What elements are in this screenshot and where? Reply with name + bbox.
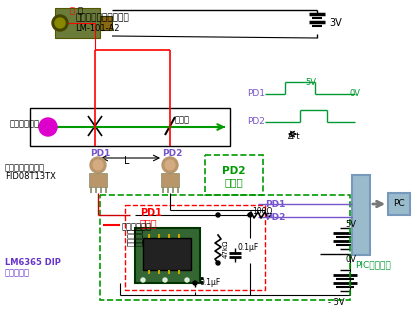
Text: ハーフミラー: ハーフミラー — [10, 119, 40, 128]
Text: PD1: PD1 — [247, 89, 265, 99]
Text: 0.1μF: 0.1μF — [238, 243, 259, 252]
Text: アンプ: アンプ — [225, 177, 243, 187]
Text: FID08T13TX: FID08T13TX — [5, 172, 56, 181]
Text: - 5V: - 5V — [328, 298, 345, 307]
Circle shape — [162, 157, 178, 173]
Text: PD1: PD1 — [140, 208, 162, 218]
Text: ミラー: ミラー — [175, 115, 190, 124]
Bar — [89, 173, 107, 187]
Text: 白: 白 — [78, 6, 83, 15]
Bar — [161, 173, 179, 187]
Circle shape — [248, 213, 252, 217]
Text: PD2: PD2 — [247, 117, 265, 127]
Text: 0V: 0V — [350, 89, 361, 99]
Text: 0V: 0V — [345, 255, 356, 264]
Text: PD2: PD2 — [162, 149, 182, 158]
Text: PD1: PD1 — [265, 200, 285, 209]
Circle shape — [185, 278, 189, 282]
Circle shape — [52, 15, 68, 31]
Bar — [143, 238, 191, 270]
Text: モジュール: モジュール — [5, 268, 30, 277]
Bar — [388, 193, 410, 215]
Circle shape — [39, 118, 57, 136]
Text: フォトダイオード: フォトダイオード — [5, 163, 45, 172]
Bar — [205, 155, 263, 195]
Text: Δ t: Δ t — [288, 132, 299, 141]
Bar — [30, 108, 230, 146]
Circle shape — [193, 281, 197, 285]
Bar — [100, 195, 350, 300]
Bar — [352, 175, 370, 255]
Text: PD2: PD2 — [222, 166, 246, 176]
Text: 赤: 赤 — [70, 6, 75, 15]
Text: 5V: 5V — [345, 220, 356, 229]
Text: アンプ: アンプ — [140, 218, 158, 228]
Text: 赤色レーザモジュール: 赤色レーザモジュール — [75, 13, 129, 22]
Text: PD1: PD1 — [90, 149, 110, 158]
Text: PICマイコン: PICマイコン — [355, 260, 391, 269]
Text: 100Ω: 100Ω — [252, 207, 273, 216]
Text: の配線は短く: の配線は短く — [122, 222, 152, 231]
Circle shape — [90, 157, 106, 173]
Circle shape — [165, 160, 175, 170]
Text: 5V: 5V — [305, 78, 316, 87]
Text: 3V: 3V — [329, 18, 342, 28]
Text: 0.1μF: 0.1μF — [200, 278, 221, 287]
Text: カソード: カソード — [135, 228, 144, 246]
Text: アノード: アノード — [127, 228, 136, 246]
Bar — [125, 205, 265, 290]
Circle shape — [141, 278, 145, 282]
Circle shape — [216, 213, 220, 217]
Text: LM6365 DIP: LM6365 DIP — [5, 258, 61, 267]
Bar — [55, 8, 100, 38]
Bar — [135, 228, 200, 283]
Text: PC: PC — [393, 199, 405, 208]
Text: 47kΩ: 47kΩ — [223, 240, 229, 258]
Circle shape — [93, 160, 103, 170]
Circle shape — [163, 278, 167, 282]
Text: PD2: PD2 — [265, 213, 285, 222]
Bar — [100, 16, 112, 30]
Circle shape — [55, 18, 65, 28]
Text: LM-101-A2: LM-101-A2 — [75, 24, 120, 33]
Circle shape — [216, 261, 220, 265]
Text: L: L — [124, 156, 130, 166]
